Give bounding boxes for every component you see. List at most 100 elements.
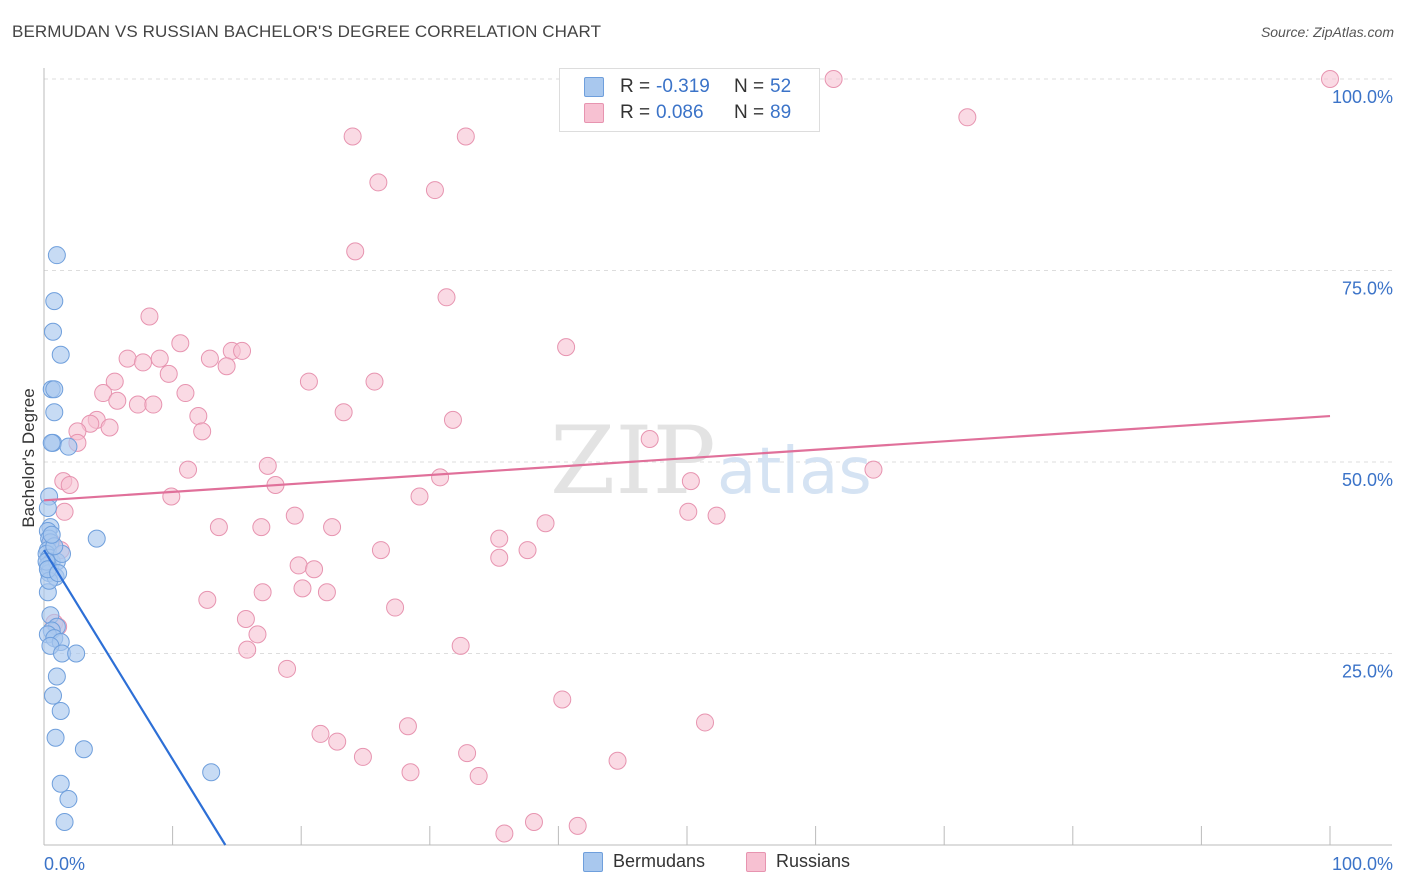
russians-point: [217, 357, 236, 376]
russians-point: [707, 506, 726, 525]
y-tick-label: 25.0%: [1342, 662, 1393, 682]
axes: [43, 68, 1392, 846]
russians-point: [490, 529, 509, 548]
russians-point: [1321, 70, 1339, 88]
bermudans-point: [42, 525, 61, 544]
russians-point: [410, 487, 429, 506]
russians-point: [495, 824, 514, 843]
russians-point: [518, 541, 537, 560]
russians-point: [443, 410, 462, 429]
russians-point: [679, 502, 698, 521]
chart-title: BERMUDAN VS RUSSIAN BACHELOR'S DEGREE CO…: [12, 22, 602, 41]
bermudans-point: [67, 644, 86, 663]
russians-point: [553, 690, 572, 709]
russians-point: [236, 610, 255, 629]
russians-point: [253, 583, 272, 602]
bermudans-point: [51, 701, 70, 720]
russians-point: [108, 391, 127, 410]
russians-point: [118, 349, 137, 368]
russians-point: [189, 407, 208, 426]
russians-point: [490, 548, 509, 567]
correlation-legend: R = -0.319 N = 52 R = 0.086 N = 89: [559, 68, 820, 132]
russians-point: [365, 372, 384, 391]
bermudans-swatch: [583, 851, 603, 872]
russians-point: [305, 560, 324, 579]
bermudans-legend-label: Bermudans: [613, 851, 706, 871]
russians-point: [176, 384, 195, 403]
x-tick-label: 0.0%: [44, 854, 85, 874]
russians-swatch: [584, 103, 604, 123]
russians-point: [681, 472, 700, 491]
russians-point: [193, 422, 212, 441]
russians-point: [640, 430, 659, 449]
russians-point: [233, 341, 252, 360]
russians-point: [60, 475, 79, 494]
y-tick-label: 75.0%: [1342, 279, 1393, 299]
bermudans-point: [45, 380, 64, 399]
russians-point: [958, 108, 977, 127]
bermudans-point: [45, 292, 64, 311]
legend-row-bermudans: R = -0.319 N = 52: [584, 75, 791, 99]
russians-point: [398, 717, 417, 736]
bermudans-n-value: 52: [770, 76, 792, 97]
bottom-legend-russians: Russians: [746, 851, 850, 872]
source-label: Source: ZipAtlas.com: [1260, 24, 1394, 40]
bermudans-point: [87, 529, 106, 548]
russians-point: [369, 173, 388, 192]
russians-point: [346, 242, 365, 261]
russians-point: [209, 518, 228, 537]
tick-labels: 25.0% 50.0% 75.0% 100.0% 0.0% 100.0%: [44, 87, 1393, 874]
russians-point: [371, 541, 390, 560]
russians-point: [328, 732, 347, 751]
russians-point: [159, 364, 178, 383]
bermudans-point: [51, 345, 70, 364]
trend-lines: [43, 414, 1331, 846]
bermudans-point: [44, 686, 63, 705]
russians-point: [248, 625, 267, 644]
r-label: R =: [620, 102, 651, 123]
russians-point: [299, 372, 318, 391]
russians-point: [469, 767, 488, 786]
russians-point: [252, 518, 271, 537]
y-tick-label: 50.0%: [1342, 470, 1393, 490]
bermudans-point: [55, 813, 74, 832]
bermudans-point: [46, 728, 65, 747]
bermudans-point: [38, 498, 57, 517]
russians-point: [431, 468, 450, 487]
russians-point: [258, 456, 277, 475]
russians-point: [317, 583, 336, 602]
watermark: ZIP atlas: [550, 407, 872, 516]
russians-point: [100, 418, 119, 437]
russians-point: [696, 713, 715, 732]
russians-point: [536, 514, 555, 533]
russians-point: [451, 636, 470, 655]
russians-point: [171, 334, 190, 353]
russians-point: [557, 338, 576, 357]
russians-point: [293, 579, 312, 598]
russians-point: [140, 307, 159, 326]
bottom-legend-bermudans: Bermudans: [583, 851, 705, 872]
russians-point: [425, 181, 444, 200]
n-label: N =: [734, 76, 765, 97]
russians-point: [323, 518, 342, 537]
russians-point: [144, 395, 163, 414]
bermudans-r-value: -0.319: [656, 76, 710, 97]
bermudans-point: [74, 740, 93, 759]
russians-point: [94, 384, 113, 403]
y-axis-label: Bachelor's Degree: [19, 388, 38, 527]
bermudans-trend-line: [43, 549, 227, 846]
russians-point: [55, 502, 74, 521]
russians-point: [524, 813, 543, 832]
bermudans-point: [47, 667, 66, 686]
russians-point: [198, 590, 217, 609]
russians-point: [289, 556, 308, 575]
y-tick-label: 100.0%: [1332, 87, 1393, 107]
russians-point: [343, 127, 362, 146]
bermudans-point: [59, 790, 78, 809]
russians-point: [128, 395, 147, 414]
russians-point: [334, 403, 353, 422]
russians-point: [608, 751, 627, 770]
russians-point: [134, 353, 153, 372]
russians-n-value: 89: [770, 102, 792, 123]
